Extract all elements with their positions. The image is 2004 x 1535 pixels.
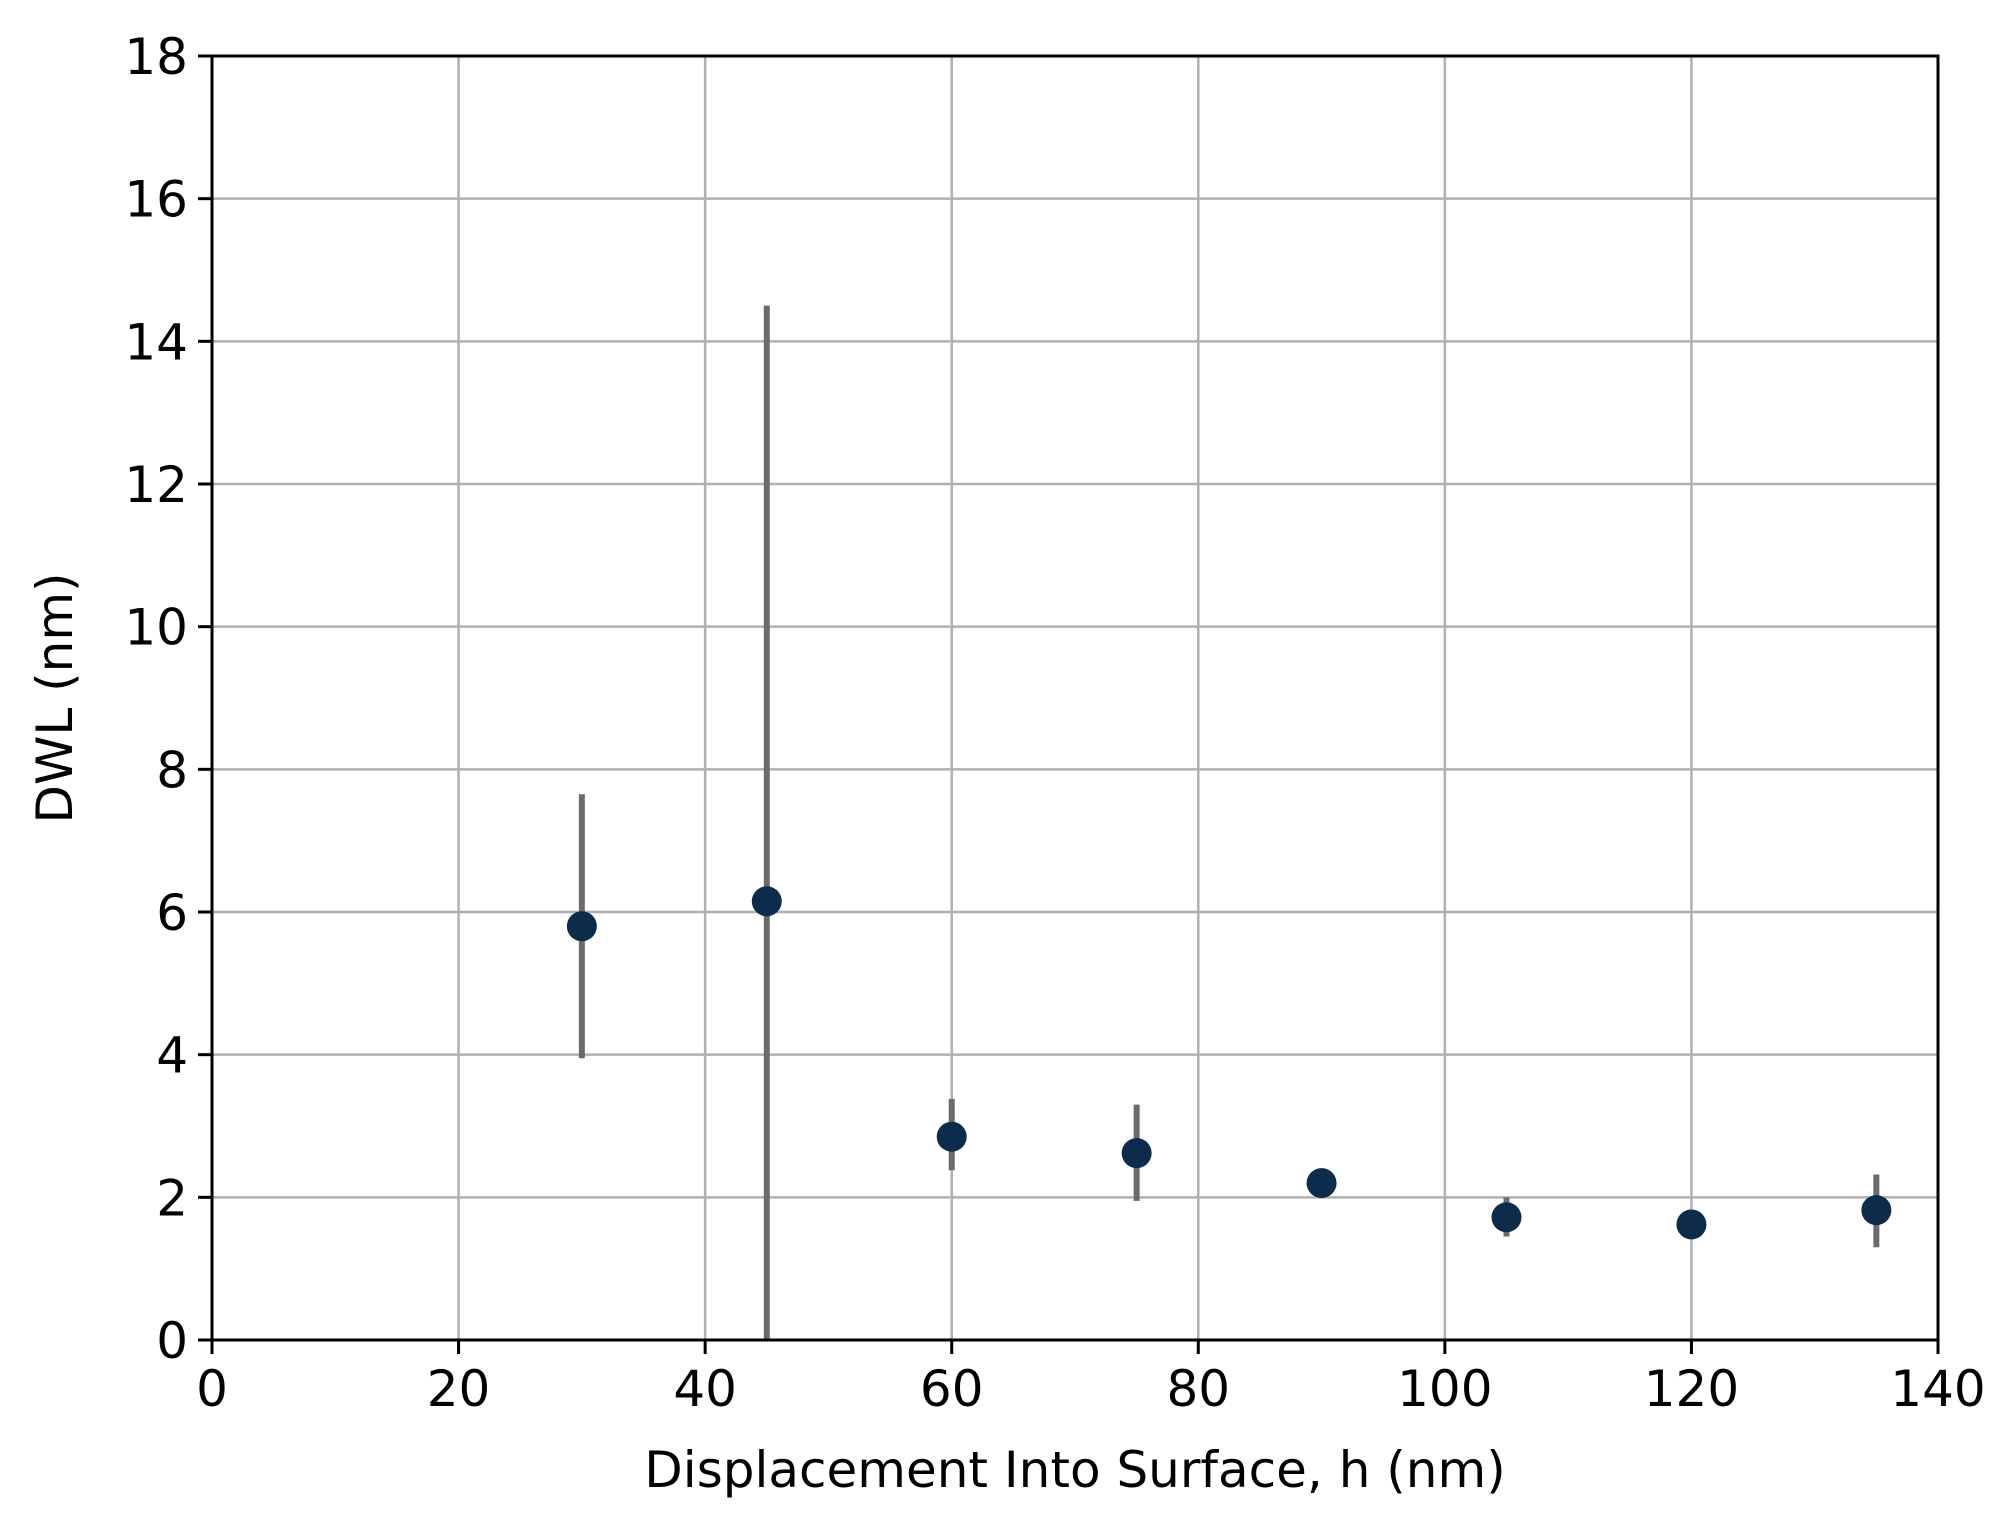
y-tick-label: 4 (156, 1027, 188, 1085)
plot-area-frame (210, 54, 1940, 1342)
data-points (566, 886, 1892, 1240)
x-tick-label: 100 (1397, 1360, 1492, 1418)
y-tick-label: 10 (124, 599, 188, 657)
data-point (1861, 1195, 1892, 1226)
data-point (566, 911, 597, 942)
grid (210, 54, 1940, 1342)
y-tick-label: 8 (156, 741, 188, 799)
y-axis: 0 2 4 6 8 10 12 14 16 18 (124, 28, 212, 1370)
x-tick-label: 60 (920, 1360, 984, 1418)
x-tick-label: 120 (1644, 1360, 1739, 1418)
x-axis: 0 20 40 60 80 100 120 140 (196, 1340, 1986, 1418)
x-tick-label: 40 (673, 1360, 737, 1418)
x-tick-label: 0 (196, 1360, 228, 1418)
y-tick-label: 6 (156, 884, 188, 942)
x-tick-label: 20 (427, 1360, 491, 1418)
data-point (1121, 1138, 1152, 1169)
y-tick-label: 12 (124, 456, 188, 514)
x-tick-label: 140 (1890, 1360, 1985, 1418)
x-tick-label: 80 (1166, 1360, 1230, 1418)
y-axis-title: DWL (nm) (26, 572, 84, 823)
data-point (1306, 1168, 1337, 1199)
data-point (1491, 1202, 1522, 1233)
x-axis-title: Displacement Into Surface, h (nm) (644, 1441, 1505, 1499)
y-tick-label: 0 (156, 1312, 188, 1370)
y-tick-label: 18 (124, 28, 188, 86)
y-tick-label: 2 (156, 1169, 188, 1227)
data-point (936, 1121, 967, 1152)
y-tick-label: 14 (124, 313, 188, 371)
error-bars (578, 305, 1880, 1340)
y-tick-label: 16 (124, 171, 188, 229)
data-point (1676, 1209, 1707, 1240)
data-point (751, 886, 782, 917)
